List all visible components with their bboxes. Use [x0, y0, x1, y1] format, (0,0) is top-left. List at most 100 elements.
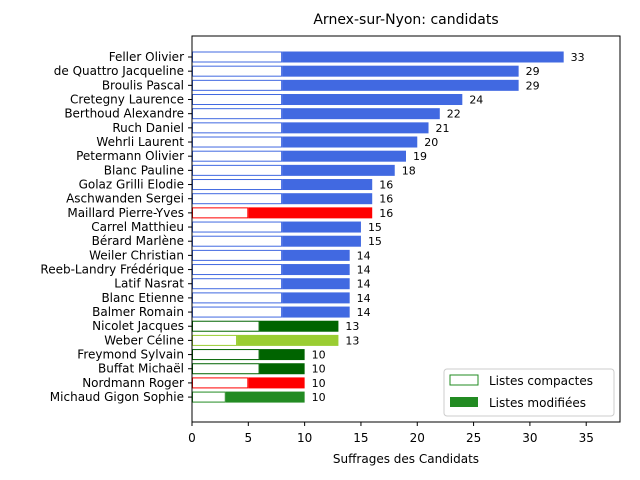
legend: Listes compactes Listes modifiées: [443, 368, 615, 417]
value-label: 16: [379, 193, 393, 206]
y-tick-label: Latif Nasrat: [114, 277, 184, 291]
legend-box: [443, 368, 615, 417]
y-tick-label: Michaud Gigon Sophie: [50, 390, 184, 404]
y-tick-label: Reeb-Landry Frédérique: [40, 263, 184, 277]
bar-compact: [192, 79, 283, 91]
bar-modified: [282, 108, 440, 120]
y-tick-label: Bérard Marlène: [92, 234, 184, 248]
bar-modified: [282, 292, 350, 304]
value-label: 14: [357, 292, 371, 305]
y-tick-label: de Quattro Jacqueline: [54, 64, 184, 78]
bar-modified: [282, 51, 564, 63]
value-labels: 3329292422212019181616161515141414141413…: [312, 51, 585, 404]
bar-compact: [192, 136, 283, 148]
value-label: 18: [402, 164, 416, 177]
bar-compact: [192, 391, 226, 403]
y-tick-label: Cretegny Laurence: [70, 93, 184, 107]
bar-modified: [282, 136, 418, 148]
value-label: 14: [357, 249, 371, 262]
y-tick-label: Balmer Romain: [92, 305, 184, 319]
y-tick-label: Golaz Grilli Elodie: [79, 178, 184, 192]
x-tick-label: 25: [466, 431, 481, 445]
x-tick-label: 5: [244, 431, 252, 445]
y-tick-label: Nicolet Jacques: [92, 319, 184, 333]
value-label: 14: [357, 264, 371, 277]
x-tick-label: 30: [522, 431, 537, 445]
y-tick-label: Aschwanden Sergei: [66, 192, 184, 206]
y-tick-label: Buffat Michaël: [98, 362, 184, 376]
x-axis-label: Suffrages des Candidats: [333, 452, 479, 466]
value-label: 14: [357, 306, 371, 319]
bar-compact: [192, 207, 249, 219]
bar-modified: [282, 235, 361, 247]
value-label: 16: [379, 207, 393, 220]
bar-modified: [282, 122, 429, 134]
bar-compact: [192, 349, 260, 361]
bar-modified: [259, 363, 305, 375]
value-label: 24: [469, 94, 483, 107]
y-tick-label: Maillard Pierre-Yves: [67, 206, 184, 220]
bar-modified: [282, 79, 519, 91]
bar-compact: [192, 65, 283, 77]
y-tick-label: Carrel Matthieu: [91, 220, 184, 234]
x-tick-label: 10: [297, 431, 312, 445]
bar-modified: [248, 207, 373, 219]
bar-modified: [282, 249, 350, 261]
y-tick-label: Blanc Etienne: [101, 291, 184, 305]
value-label: 29: [526, 79, 540, 92]
y-tick-label: Berthoud Alexandre: [64, 107, 184, 121]
y-tick-label: Freymond Sylvain: [77, 348, 184, 362]
bar-modified: [248, 377, 305, 389]
bar-compact: [192, 193, 283, 205]
bar-modified: [282, 179, 373, 191]
bar-modified: [282, 164, 395, 176]
x-tick-label: 35: [579, 431, 594, 445]
x-axis: 0 5 10 15 20 25 30 35: [188, 422, 594, 445]
y-tick-label: Ruch Daniel: [112, 121, 184, 135]
bar-compact: [192, 334, 238, 346]
y-tick-label: Wehrli Laurent: [96, 135, 184, 149]
value-label: 16: [379, 179, 393, 192]
value-label: 21: [436, 122, 450, 135]
y-tick-label: Blanc Pauline: [104, 163, 184, 177]
plot-frame: [191, 35, 621, 423]
bar-compact: [192, 264, 283, 276]
legend-swatch-modified: [450, 397, 478, 407]
y-tick-label: Broulis Pascal: [102, 78, 184, 92]
bar-modified: [282, 94, 463, 106]
value-label: 29: [526, 65, 540, 78]
value-label: 33: [571, 51, 585, 64]
bar-modified: [282, 193, 373, 205]
legend-label-modified: Listes modifiées: [489, 396, 586, 410]
value-label: 19: [413, 150, 427, 163]
bar-compact: [192, 221, 283, 233]
x-tick-label: 0: [188, 431, 196, 445]
bar-compact: [192, 108, 283, 120]
bar-compact: [192, 235, 283, 247]
bar-modified: [282, 264, 350, 276]
bar-compact: [192, 179, 283, 191]
x-tick-label: 15: [353, 431, 368, 445]
value-label: 10: [312, 349, 326, 362]
y-tick-label: Petermann Olivier: [76, 149, 184, 163]
bar-compact: [192, 320, 260, 332]
bar-compact: [192, 94, 283, 106]
value-label: 13: [345, 334, 359, 347]
bar-compact: [192, 249, 283, 261]
x-tick-label: 20: [410, 431, 425, 445]
value-label: 10: [312, 363, 326, 376]
y-tick-label: Feller Olivier: [109, 50, 184, 64]
bar-modified: [259, 320, 339, 332]
value-label: 10: [312, 391, 326, 404]
bar-compact: [192, 164, 283, 176]
value-label: 10: [312, 377, 326, 390]
y-tick-label: Weiler Christian: [89, 248, 184, 262]
value-label: 15: [368, 235, 382, 248]
bar-modified: [259, 349, 305, 361]
y-tick-label: Weber Céline: [104, 333, 184, 347]
bar-compact: [192, 306, 283, 318]
bar-modified: [282, 306, 350, 318]
bar-compact: [192, 278, 283, 290]
bar-compact: [192, 51, 283, 63]
